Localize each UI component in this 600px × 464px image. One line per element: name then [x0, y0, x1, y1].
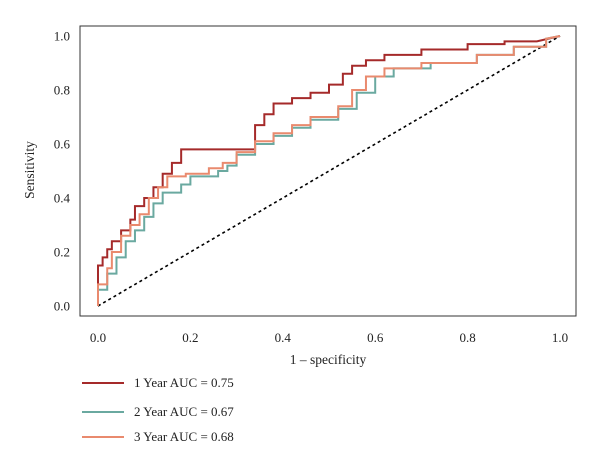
series-line-1-year: [97, 35, 561, 306]
legend-label: 3 Year AUC = 0.68: [134, 429, 234, 444]
x-axis-title: 1 – specificity: [290, 352, 367, 367]
reference-diagonal-line: [97, 35, 561, 307]
y-tick-label: 0.4: [54, 191, 71, 206]
legend-label: 1 Year AUC = 0.75: [134, 375, 234, 390]
legend-item: 1 Year AUC = 0.75: [82, 375, 234, 390]
y-tick-label: 0.8: [54, 83, 70, 98]
legend-item: 2 Year AUC = 0.67: [82, 404, 234, 419]
legend-item: 3 Year AUC = 0.68: [82, 429, 234, 444]
x-tick-label: 0.8: [459, 330, 475, 345]
x-tick-label: 0.2: [182, 330, 198, 345]
plot-frame: [79, 25, 577, 317]
x-tick-label: 0.6: [367, 330, 384, 345]
y-tick-label: 0.2: [54, 245, 70, 260]
series-line-3-year: [97, 35, 561, 306]
legend-label: 2 Year AUC = 0.67: [134, 404, 234, 419]
y-tick-label: 0.0: [54, 299, 70, 314]
y-axis-title: Sensitivity: [22, 141, 37, 199]
x-tick-label: 0.4: [275, 330, 292, 345]
x-tick-label: 1.0: [552, 330, 568, 345]
y-tick-label: 0.6: [54, 137, 71, 152]
legend: 1 Year AUC = 0.75 2 Year AUC = 0.67 3 Ye…: [82, 375, 234, 444]
y-axis: 0.0 0.2 0.4 0.6 0.8 1.0: [54, 29, 71, 314]
y-tick-label: 1.0: [54, 29, 70, 44]
x-tick-label: 0.0: [90, 330, 106, 345]
series-lines: [97, 35, 561, 306]
x-axis: 0.0 0.2 0.4 0.6 0.8 1.0: [90, 330, 568, 345]
